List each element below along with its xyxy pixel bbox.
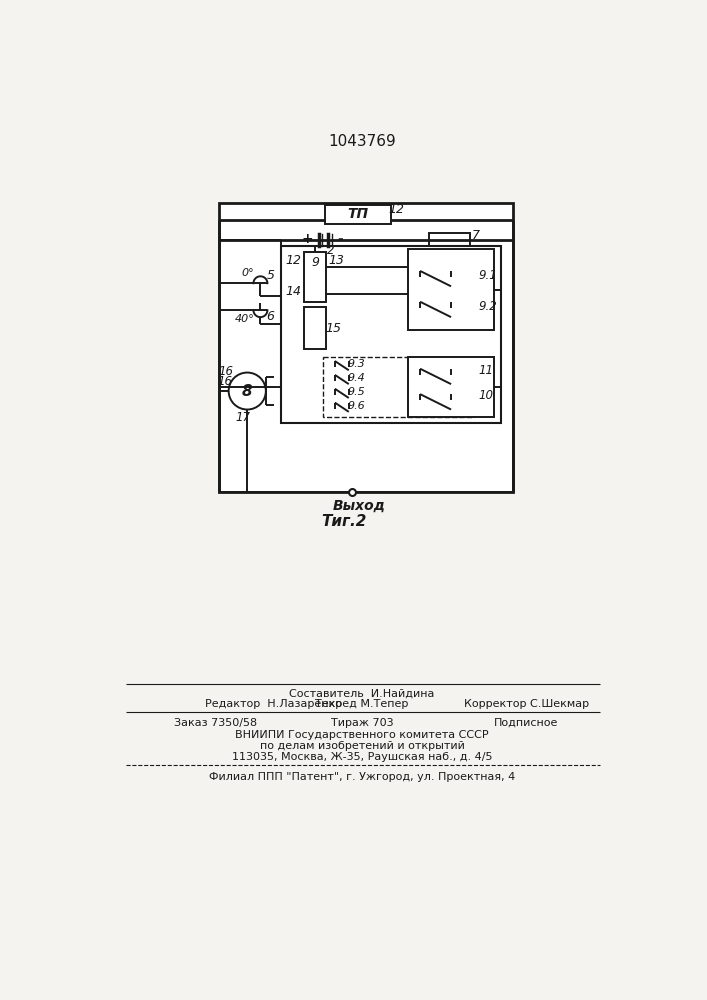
Text: 9.4: 9.4 <box>348 373 366 383</box>
Text: 9.5: 9.5 <box>348 387 366 397</box>
Bar <box>429 233 469 247</box>
Text: 9: 9 <box>312 256 320 269</box>
Text: 10: 10 <box>479 389 493 402</box>
Text: Техред М.Тепер: Техред М.Тепер <box>315 699 409 709</box>
Text: Редактор  Н.Лазаренко: Редактор Н.Лазаренко <box>204 699 341 709</box>
Text: Тираж 703: Тираж 703 <box>331 718 393 728</box>
Text: Подписное: Подписное <box>494 718 559 728</box>
Text: Корректор С.Шекмар: Корректор С.Шекмар <box>464 699 589 709</box>
Text: 12: 12 <box>286 254 302 267</box>
Bar <box>281 246 501 423</box>
Text: Τиг.2: Τиг.2 <box>322 514 367 529</box>
Text: ВНИИПИ Государственного комитета СССР: ВНИИПИ Государственного комитета СССР <box>235 730 489 740</box>
Text: 9.3: 9.3 <box>348 359 366 369</box>
Text: 16: 16 <box>217 375 233 388</box>
Text: 15: 15 <box>325 322 341 335</box>
Text: 17: 17 <box>236 411 251 424</box>
Bar <box>304 252 325 302</box>
Text: 13: 13 <box>328 254 344 267</box>
Text: 0°: 0° <box>242 268 255 278</box>
Text: 9.1: 9.1 <box>478 269 497 282</box>
Text: 5: 5 <box>267 269 274 282</box>
Bar <box>325 205 391 224</box>
Text: Заказ 7350/58: Заказ 7350/58 <box>174 718 257 728</box>
Text: 113035, Москва, Ж-35, Раушская наб., д. 4/5: 113035, Москва, Ж-35, Раушская наб., д. … <box>232 752 492 762</box>
Text: 11: 11 <box>479 364 493 377</box>
Bar <box>218 203 513 492</box>
Text: 14: 14 <box>286 285 302 298</box>
Text: Выход: Выход <box>333 499 386 513</box>
Text: 12: 12 <box>389 203 405 216</box>
Text: 16: 16 <box>218 365 233 378</box>
Text: ТП: ТП <box>347 207 368 221</box>
Text: Составитель  И.Найдина: Составитель И.Найдина <box>289 689 435 699</box>
Text: +: + <box>302 232 313 246</box>
Text: 7: 7 <box>472 229 480 242</box>
Text: -: - <box>337 232 343 246</box>
Bar <box>409 357 493 417</box>
Text: 9.2: 9.2 <box>478 300 497 313</box>
Text: Филиал ППП "Патент", г. Ужгород, ул. Проектная, 4: Филиал ППП "Патент", г. Ужгород, ул. Про… <box>209 772 515 782</box>
Text: 9.6: 9.6 <box>348 401 366 411</box>
Text: 2: 2 <box>327 244 334 257</box>
Bar <box>304 307 325 349</box>
Bar <box>323 357 474 417</box>
Text: 8: 8 <box>242 384 252 399</box>
Text: по делам изобретений и открытий: по делам изобретений и открытий <box>259 741 464 751</box>
Text: 40°: 40° <box>235 314 255 324</box>
Text: 6: 6 <box>267 310 274 323</box>
Text: 1043769: 1043769 <box>328 134 396 149</box>
Bar <box>409 249 493 330</box>
